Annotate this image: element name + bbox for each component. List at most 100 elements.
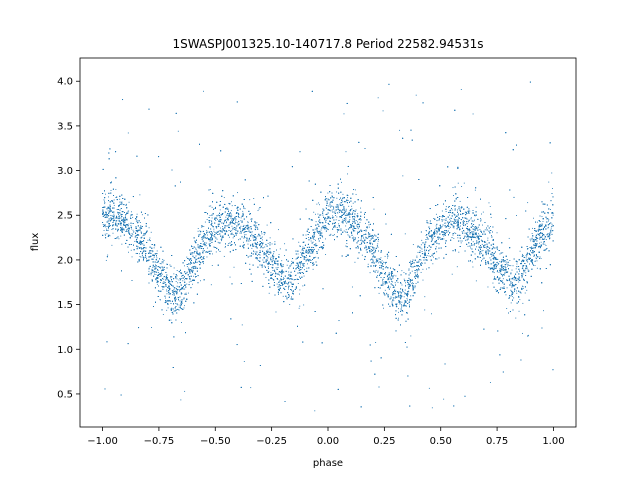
data-point [474,215,476,217]
data-point [303,241,305,243]
data-point [168,282,169,284]
data-point [247,243,249,245]
data-point [474,189,476,191]
data-point [261,239,263,241]
data-point [398,300,400,302]
data-point [128,210,130,212]
data-point [142,235,144,236]
data-point [379,265,381,266]
data-point [484,229,486,231]
data-point [286,297,288,299]
data-point [176,285,178,287]
data-point [422,262,424,264]
data-point [516,292,518,294]
data-point [395,295,397,297]
data-point [490,216,492,218]
data-point [431,407,433,409]
data-point [392,297,394,299]
data-point [334,225,335,227]
data-point [387,287,388,289]
data-point [186,272,188,274]
data-point [142,252,143,254]
data-point [537,238,539,239]
data-point [169,285,170,287]
data-point [407,291,408,292]
data-point [159,263,161,264]
data-point [527,269,529,271]
data-point [433,256,434,258]
data-point [126,229,128,231]
data-point [347,197,348,199]
data-point [202,243,204,245]
data-point [539,242,541,244]
data-point [120,227,122,229]
data-point [256,254,258,256]
data-point [456,219,458,221]
data-point [107,229,109,231]
data-point [162,262,164,264]
data-point [228,202,230,204]
data-point [375,341,377,343]
data-point [438,236,440,238]
data-point [503,274,505,276]
data-point [408,286,410,288]
data-point [507,263,509,265]
data-point [257,235,259,237]
data-point [291,275,293,277]
data-point [259,254,261,256]
data-point [531,260,533,262]
data-point [227,217,229,219]
data-point [521,261,522,263]
data-point [306,267,308,269]
data-point [515,277,517,279]
data-point [138,234,140,236]
data-point [154,273,155,275]
data-point [338,210,340,212]
data-point [493,257,495,259]
data-point [310,249,312,251]
data-point [435,246,437,248]
data-point [130,211,132,213]
data-point [450,223,452,225]
data-point [235,220,237,222]
data-point [463,220,465,222]
data-point [510,265,512,267]
data-point [341,181,342,183]
data-point [418,260,420,262]
data-point [525,255,527,257]
data-point [110,225,111,227]
data-point [163,276,165,278]
data-point [528,334,529,336]
data-point [255,223,257,225]
data-point [384,289,386,291]
data-point [403,304,405,306]
data-point [232,237,234,239]
data-point [438,257,440,259]
data-point [186,266,188,268]
data-point [454,209,456,211]
data-point [190,271,192,273]
data-point [445,222,447,224]
data-point [354,189,356,191]
data-point [118,206,120,208]
data-point [383,307,384,309]
data-point [450,221,452,223]
data-point [131,256,133,258]
data-point [510,284,512,286]
data-point [487,286,489,288]
data-point [235,229,237,231]
data-point [315,213,316,215]
data-point [527,271,529,272]
data-point [507,271,509,273]
data-point [181,278,183,279]
data-point [262,259,264,261]
data-point [429,249,431,250]
data-point [290,264,292,266]
data-point [366,227,368,229]
data-point [420,247,422,249]
data-point [502,278,504,280]
data-point [501,264,503,266]
data-point [476,237,478,239]
data-point [198,235,200,237]
